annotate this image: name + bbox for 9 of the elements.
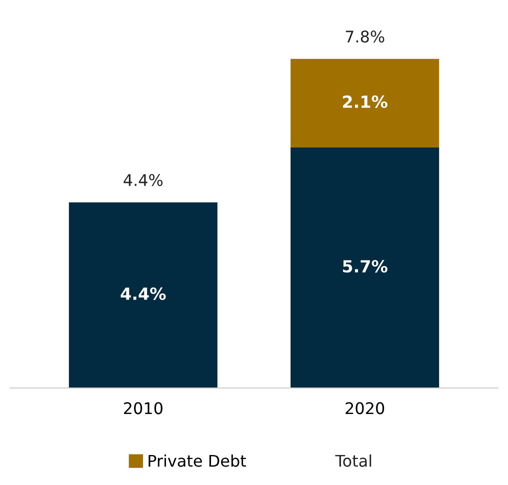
data-label: 2.1%	[343, 95, 388, 108]
data-label: 4.4%	[120, 287, 166, 300]
x-tick-label: 2020	[346, 402, 384, 414]
data-label: 5.7%	[343, 260, 388, 273]
text: Total	[335, 454, 372, 467]
total-label: 4.4%	[124, 174, 163, 186]
legend-label: Private Debt	[148, 454, 246, 467]
x-tick-label: 2010	[124, 402, 162, 414]
total-label: 7.8%	[346, 30, 384, 43]
